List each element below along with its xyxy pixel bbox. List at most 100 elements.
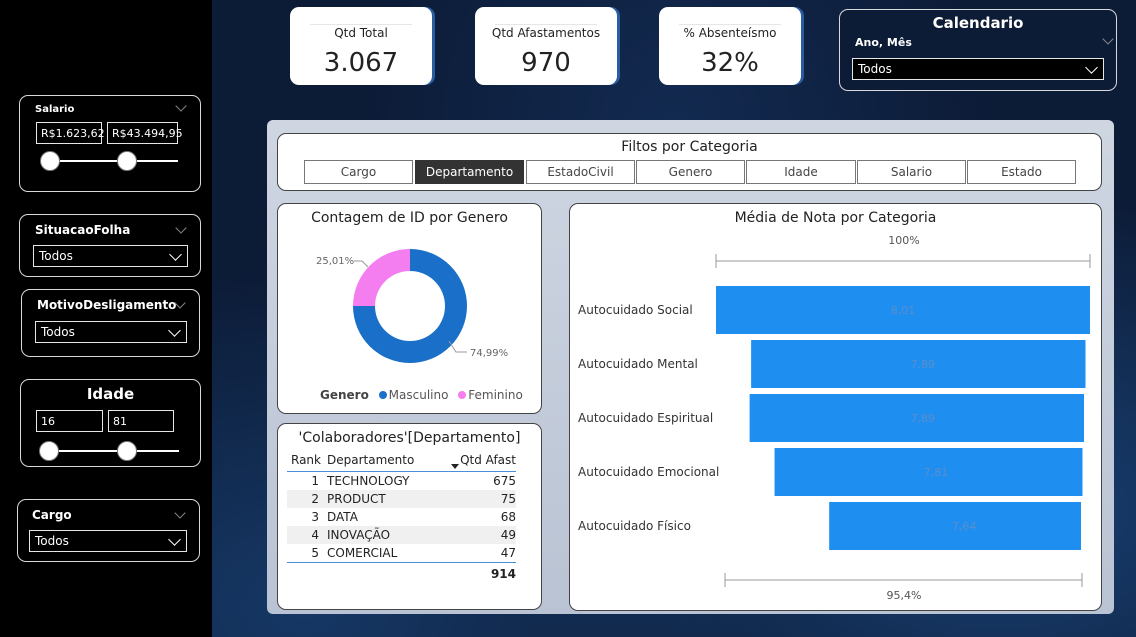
idade-slider-track[interactable] — [49, 450, 179, 452]
cargo-dropdown[interactable]: Todos — [29, 530, 187, 552]
kpi-card-qtd-total: Qtd Total 3.067 — [290, 7, 432, 85]
tab-idade[interactable]: Idade — [746, 160, 856, 184]
chevron-down-icon — [168, 533, 181, 546]
chevron-down-icon — [1085, 61, 1098, 74]
situacao-folha-value: Todos — [39, 249, 73, 263]
donut-label-feminino: 25,01% — [316, 256, 354, 267]
calendar-value: Todos — [858, 62, 892, 76]
table-row[interactable]: 3 DATA 68 — [287, 508, 516, 526]
dept-cell: COMERCIAL — [327, 546, 398, 560]
bar-chart: 100% Autocuidado Social 8,01 Autocuidado Me… — [578, 234, 1091, 602]
idade-max-input[interactable]: 81 — [108, 410, 174, 432]
salario-slider-max-handle[interactable] — [117, 151, 137, 171]
category-label: Autocuidado Emocional — [578, 465, 719, 479]
chevron-down-icon[interactable] — [175, 222, 187, 234]
dept-cell: PRODUCT — [327, 490, 443, 508]
header-rank[interactable]: Rank — [291, 453, 321, 467]
dept-cell: DATA — [327, 510, 358, 524]
tab-genero[interactable]: Genero — [636, 160, 745, 184]
rank-cell: 4 — [287, 526, 327, 544]
calendar-dropdown[interactable]: Todos — [852, 58, 1104, 80]
cargo-value: Todos — [35, 534, 69, 548]
ranking-card: 'Colaboradores'[Departamento] — [277, 423, 542, 610]
kpi-card-qtd-afastamentos: Qtd Afastamentos 970 — [475, 7, 617, 85]
idade-slicer: Idade 16 81 — [20, 379, 201, 467]
bar-0 — [716, 286, 1090, 334]
ranking-title: 'Colaboradores'[Departamento] — [298, 430, 521, 446]
header-qtd-afast[interactable]: Qtd Afast — [442, 449, 516, 472]
sort-desc-icon — [451, 464, 460, 469]
legend-label-masculino: Masculino — [388, 388, 449, 402]
dept-cell: INOVAÇÃO — [327, 526, 443, 544]
data-label: 7,81 — [924, 466, 949, 479]
bar-chart-card: Média de Nota por Categoria 100% Autocuid… — [569, 203, 1102, 611]
header-qtd-afast-label: Qtd Afast — [460, 453, 516, 467]
situacao-folha-dropdown[interactable]: Todos — [33, 245, 188, 267]
bar-3 — [774, 448, 1083, 496]
kpi-label: Qtd Afastamentos — [491, 26, 601, 40]
idade-min-input[interactable]: 16 — [36, 410, 103, 432]
calendar-title: Calendario — [932, 14, 1024, 32]
data-label: 8,01 — [891, 304, 916, 317]
salario-max-input[interactable]: R$43.494,95 — [107, 122, 183, 144]
idade-title: Idade — [86, 385, 135, 403]
donut-label-masculino: 74,99% — [470, 348, 508, 359]
tab-cargo[interactable]: Cargo — [304, 160, 413, 184]
salario-slider-min-handle[interactable] — [40, 151, 60, 171]
total-cell: 914 — [490, 567, 516, 581]
motivo-desligamento-dropdown[interactable]: Todos — [35, 321, 187, 343]
qtd-cell: 675 — [493, 474, 516, 488]
idade-slider-min-handle[interactable] — [39, 441, 59, 461]
data-label: 7,89 — [911, 412, 936, 425]
chevron-down-icon[interactable] — [1102, 33, 1114, 45]
donut-slice-masculino — [353, 249, 467, 363]
legend-dot-feminino — [458, 391, 467, 399]
category-label: Autocuidado Mental — [578, 357, 698, 371]
tab-estadocivil[interactable]: EstadoCivil — [526, 160, 635, 184]
category-label: Autocuidado Espiritual — [578, 411, 713, 425]
donut-chart: 74,99% 25,01% — [316, 249, 508, 363]
salario-slicer: Salario R$1.623,62 R$43.494,95 — [19, 95, 201, 192]
table-row[interactable]: 2 PRODUCT 75 — [287, 490, 516, 508]
bar-4 — [829, 502, 1081, 550]
rank-cell: 2 — [287, 490, 327, 508]
table-total-row: 914 — [287, 563, 516, 586]
rank-cell: 5 — [311, 546, 319, 560]
table-row[interactable]: 5 COMERCIAL 47 — [287, 544, 516, 563]
situacao-folha-title: SituacaoFolha — [35, 223, 131, 237]
chevron-down-icon — [169, 248, 182, 261]
dept-cell: TECHNOLOGY — [327, 474, 410, 488]
divider — [495, 24, 597, 25]
table-row[interactable]: 1 TECHNOLOGY 675 — [287, 472, 516, 491]
bar-chart-title: Média de Nota por Categoria — [734, 210, 937, 226]
chevron-down-icon[interactable] — [175, 100, 187, 112]
header-departamento[interactable]: Departamento — [327, 453, 415, 467]
chevron-down-icon[interactable] — [174, 507, 186, 519]
salario-min-input[interactable]: R$1.623,62 — [36, 122, 105, 144]
tab-salario[interactable]: Salario — [857, 160, 966, 184]
divider — [310, 24, 412, 25]
category-label: Autocuidado Físico — [578, 519, 691, 533]
table-row[interactable]: 4 INOVAÇÃO 49 — [287, 526, 516, 544]
qtd-cell: 49 — [442, 526, 516, 544]
motivo-desligamento-title: MotivoDesligamento — [37, 298, 177, 312]
idade-slider-max-handle[interactable] — [117, 441, 137, 461]
calendar-slicer: Calendario Ano, Mês Todos — [839, 9, 1117, 91]
scale-label-bottom: 95,4% — [887, 589, 922, 602]
donut-card: Contagem de ID por Genero 74,99% 25,01% G… — [277, 203, 542, 414]
tab-estado[interactable]: Estado — [967, 160, 1076, 184]
divider — [679, 24, 781, 25]
category-label: Autocuidado Social — [578, 303, 693, 317]
kpi-value: 970 — [521, 48, 571, 78]
ranking-table: Rank Departamento Qtd Afast 1 TECHNOLOGY… — [287, 449, 516, 585]
donut-leader-line — [354, 260, 369, 268]
kpi-value: 32% — [701, 48, 759, 78]
legend-dot-masculino — [378, 391, 387, 399]
donut-legend: Genero Masculino Feminino — [320, 388, 523, 402]
salario-slider-track[interactable] — [50, 160, 178, 162]
donut-title: Contagem de ID por Genero — [311, 210, 508, 226]
bar-2 — [749, 394, 1084, 442]
tab-departamento[interactable]: Departamento — [415, 160, 524, 184]
donut-leader-line — [448, 340, 467, 353]
kpi-card-absenteismo: % Absenteísmo 32% — [659, 7, 801, 85]
